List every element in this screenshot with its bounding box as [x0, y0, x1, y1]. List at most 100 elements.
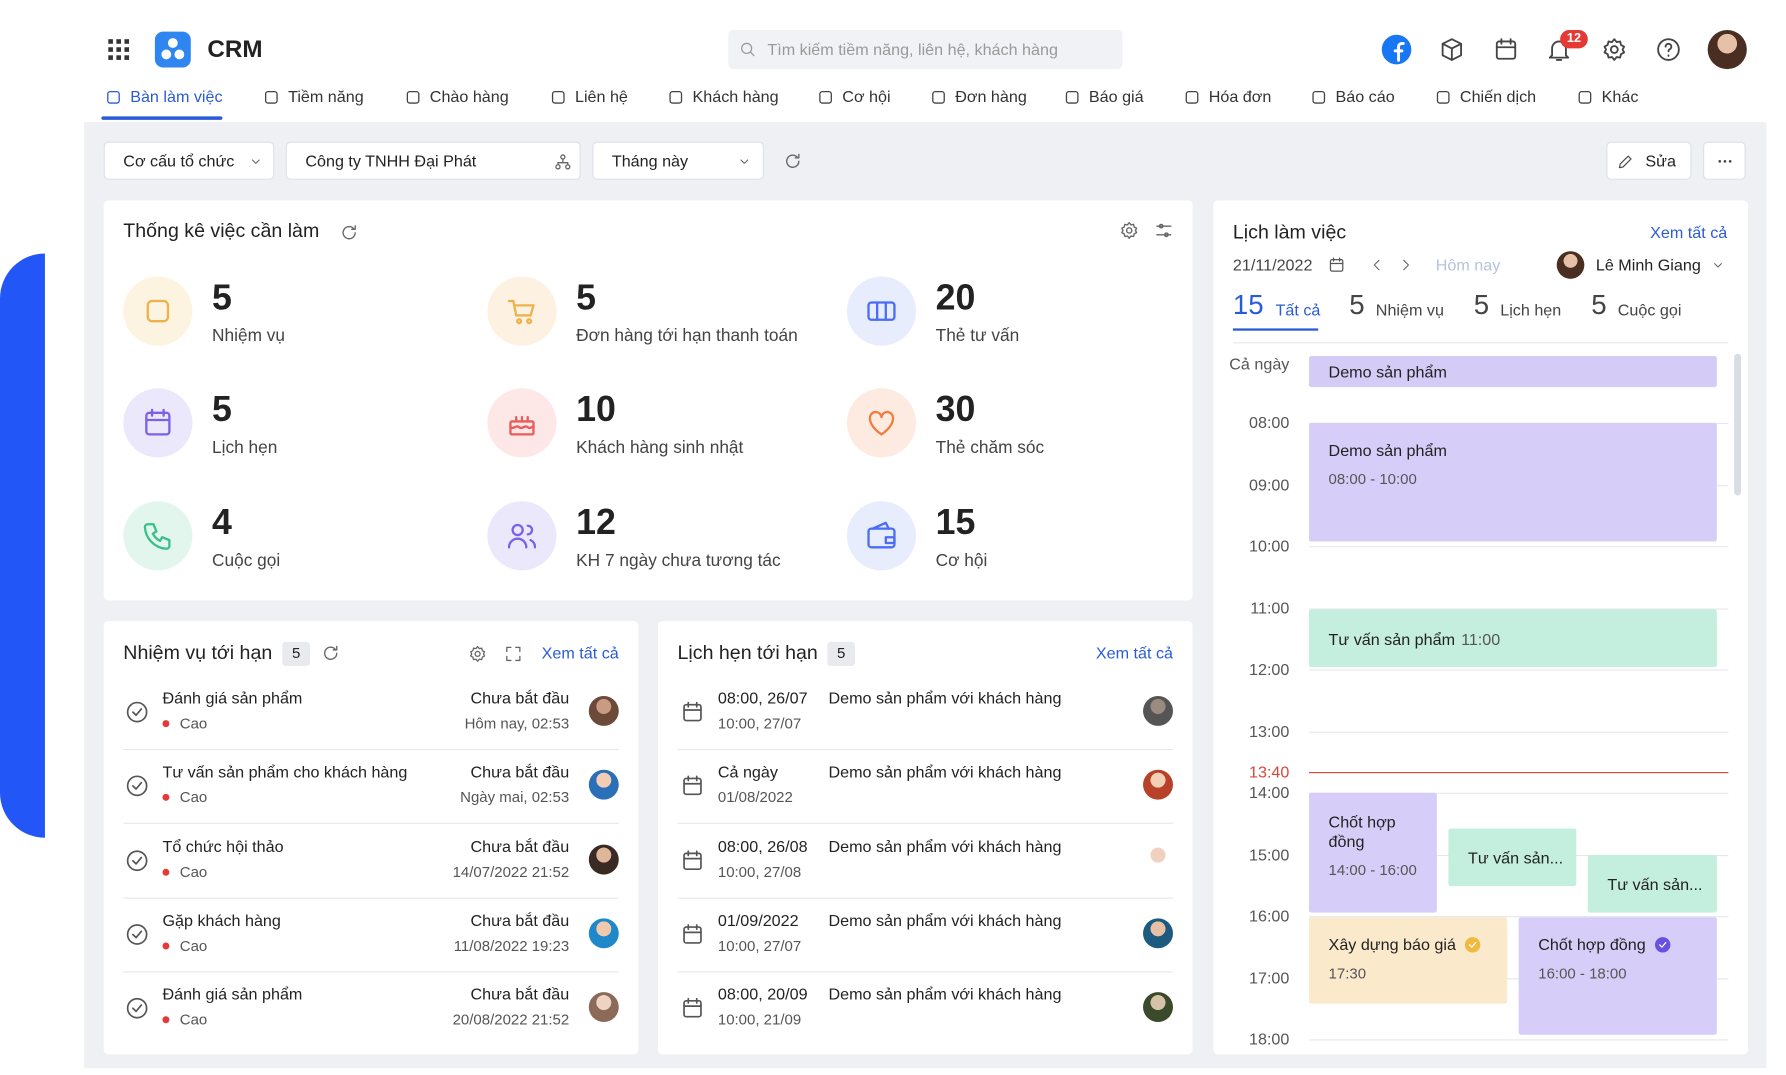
filter-box[interactable]: [103, 141, 275, 180]
schedule-user[interactable]: Lê Minh Giang: [1595, 255, 1701, 274]
nav-item[interactable]: Cơ hội: [842, 87, 891, 106]
nav-icon[interactable]: [261, 87, 281, 107]
nav-icon[interactable]: [1182, 87, 1202, 107]
today-button[interactable]: Hôm nay: [1435, 255, 1501, 274]
nav-item[interactable]: Chiến dịch: [1459, 87, 1537, 106]
nav-icon[interactable]: [665, 87, 685, 107]
prev-icon[interactable]: [1369, 257, 1385, 273]
all-day-event[interactable]: [1308, 356, 1717, 388]
tab-label[interactable]: Tất cả: [1275, 300, 1321, 319]
hour-line: [1308, 607, 1729, 609]
task-check-icon[interactable]: [124, 848, 149, 873]
nav-item[interactable]: Khác: [1601, 87, 1639, 106]
nav-item[interactable]: Bàn làm việc: [130, 87, 223, 106]
task-check-icon[interactable]: [124, 996, 149, 1021]
stat-icon-bg: [487, 501, 557, 571]
settings-icon[interactable]: [467, 644, 487, 664]
nav-item[interactable]: Báo giá: [1088, 87, 1144, 106]
avatar: [1143, 770, 1174, 801]
appointment-title[interactable]: Demo sản phẩm với khách hàng: [828, 762, 1062, 782]
nav-icon[interactable]: [548, 87, 568, 107]
task-check-icon[interactable]: [124, 774, 149, 799]
stat-icon-part: [507, 524, 537, 549]
nav-item[interactable]: Chào hàng: [429, 87, 509, 106]
hour-label: 08:00: [1248, 413, 1290, 432]
expand-icon[interactable]: [503, 644, 523, 664]
task-check-icon[interactable]: [124, 699, 149, 724]
logo-part: [154, 31, 191, 68]
nav-icon-part: [818, 90, 832, 104]
nav-item[interactable]: Đơn hàng: [955, 87, 1027, 106]
apps-icon[interactable]: [105, 36, 133, 64]
task-check-icon[interactable]: [124, 922, 149, 947]
help-icon[interactable]: [1655, 36, 1683, 64]
task-title[interactable]: Đánh giá sản phẩm: [162, 688, 303, 708]
task-title[interactable]: Tư vấn sản phẩm cho khách hàng: [162, 762, 408, 782]
refresh-icon[interactable]: [320, 643, 341, 664]
tab-label[interactable]: Cuộc gọi: [1617, 300, 1682, 319]
nav-icon[interactable]: [1308, 87, 1328, 107]
next-icon[interactable]: [1398, 257, 1414, 273]
event-time: 16:00 - 18:00: [1538, 964, 1627, 982]
task-title[interactable]: Đánh giá sản phẩm: [162, 984, 303, 1004]
event[interactable]: [1518, 917, 1717, 1035]
hour-line: [1308, 546, 1729, 548]
nav-icon[interactable]: [1575, 87, 1595, 107]
nav-item[interactable]: Liên hệ: [574, 87, 628, 106]
nav-icon[interactable]: [103, 87, 123, 107]
event[interactable]: [1308, 609, 1717, 668]
tab-count[interactable]: 5: [1473, 289, 1490, 322]
edit-button[interactable]: [1606, 141, 1692, 180]
event[interactable]: [1587, 854, 1717, 913]
task-priority: Cao: [179, 862, 208, 881]
task-title[interactable]: Tổ chức hội thảo: [162, 836, 284, 856]
calendar-icon[interactable]: [1327, 256, 1345, 274]
view-all-link[interactable]: Xem tất cả: [541, 643, 619, 663]
calendar-icon[interactable]: [1492, 36, 1520, 64]
nav-icon[interactable]: [1433, 87, 1453, 107]
nav-icon[interactable]: [403, 87, 423, 107]
task-title[interactable]: Gặp khách hàng: [162, 910, 281, 930]
nav-icon[interactable]: [815, 87, 835, 107]
facebook-icon[interactable]: [1380, 33, 1412, 65]
stat-icon: [507, 523, 537, 549]
apps-icon-part: [124, 47, 130, 52]
tab-label[interactable]: Lịch hẹn: [1500, 300, 1562, 319]
appointment-title[interactable]: Demo sản phẩm với khách hàng: [828, 910, 1062, 930]
event[interactable]: [1308, 917, 1508, 1004]
event[interactable]: [1448, 828, 1577, 887]
nav-icon[interactable]: [928, 87, 948, 107]
settings-icon[interactable]: [1600, 36, 1628, 64]
nav-icon[interactable]: [1062, 87, 1082, 107]
appointment-end: 10:00, 27/07: [717, 936, 802, 955]
filter-box[interactable]: [285, 141, 581, 180]
stat-icon-bg: [846, 501, 917, 571]
tab-count[interactable]: 15: [1232, 289, 1264, 322]
appointment-title[interactable]: Demo sản phẩm với khách hàng: [828, 836, 1062, 856]
settings-icon-part: [469, 645, 485, 662]
nav-item[interactable]: Khách hàng: [692, 87, 779, 106]
refresh-icon[interactable]: [782, 151, 803, 172]
event[interactable]: [1308, 792, 1437, 913]
settings-icon[interactable]: [1119, 220, 1140, 241]
appointment-title[interactable]: Demo sản phẩm với khách hàng: [828, 984, 1062, 1004]
tab-count[interactable]: 5: [1591, 289, 1607, 322]
nav-item[interactable]: Tiềm năng: [288, 87, 364, 106]
search-box[interactable]: [728, 29, 1123, 70]
event[interactable]: [1308, 422, 1717, 542]
status-check-icon-part: [1468, 941, 1477, 948]
appointment-title[interactable]: Demo sản phẩm với khách hàng: [828, 688, 1062, 708]
filter-icon[interactable]: [1153, 220, 1174, 241]
nav-item[interactable]: Báo cáo: [1335, 87, 1395, 106]
stat-value: 5: [576, 277, 597, 318]
view-all-link[interactable]: Xem tất cả: [1650, 223, 1728, 242]
nav-item[interactable]: Hóa đơn: [1208, 87, 1272, 106]
app-name: CRM: [207, 36, 263, 63]
refresh-icon[interactable]: [339, 222, 360, 243]
filter-box[interactable]: [592, 141, 764, 180]
tab-count[interactable]: 5: [1349, 289, 1365, 322]
task-priority: Cao: [179, 1010, 208, 1029]
view-all-link[interactable]: Xem tất cả: [1095, 643, 1174, 663]
tab-label[interactable]: Nhiệm vụ: [1375, 300, 1444, 319]
package-icon[interactable]: [1438, 36, 1466, 64]
